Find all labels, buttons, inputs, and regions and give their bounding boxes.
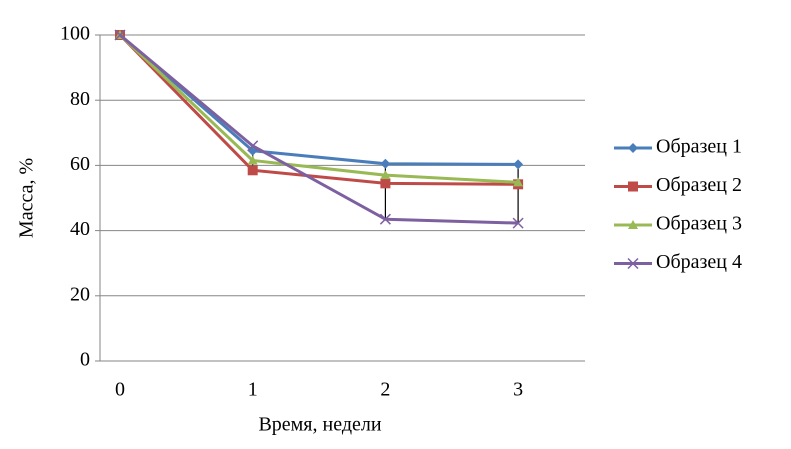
- y-tick-label: 40: [70, 218, 90, 240]
- legend-label: Образец 4: [656, 251, 742, 273]
- marker: [513, 177, 524, 187]
- marker: [627, 257, 639, 270]
- marker: [247, 165, 258, 176]
- legend-label: Образец 1: [656, 136, 742, 158]
- legend-label: Образец 2: [656, 174, 742, 196]
- x-tick-label: 3: [513, 379, 523, 401]
- marker: [628, 143, 638, 153]
- series-line: [118, 33, 519, 186]
- marker: [628, 220, 638, 229]
- y-tick-label: 0: [80, 349, 90, 371]
- marker: [380, 158, 391, 169]
- marker: [513, 159, 524, 170]
- marker: [512, 217, 524, 229]
- series-line: [118, 33, 519, 184]
- y-tick-label: 20: [70, 283, 90, 305]
- marker: [628, 181, 638, 192]
- y-tick-label: 60: [70, 153, 90, 175]
- marker: [380, 178, 391, 189]
- marker: [379, 213, 391, 225]
- legend-label: Образец 3: [656, 213, 742, 235]
- y-tick-label: 100: [60, 23, 90, 45]
- y-axis-label: Масса, %: [16, 158, 38, 238]
- marker: [380, 170, 391, 180]
- x-tick-label: 2: [380, 379, 390, 401]
- x-axis-label: Время, недели: [258, 414, 381, 436]
- marker: [114, 29, 126, 41]
- series-line: [119, 33, 519, 166]
- marker: [247, 155, 258, 165]
- series-line: [119, 33, 519, 225]
- y-tick-label: 80: [70, 88, 90, 110]
- marker: [247, 140, 259, 152]
- x-tick-label: 0: [115, 379, 125, 401]
- x-tick-label: 1: [248, 379, 258, 401]
